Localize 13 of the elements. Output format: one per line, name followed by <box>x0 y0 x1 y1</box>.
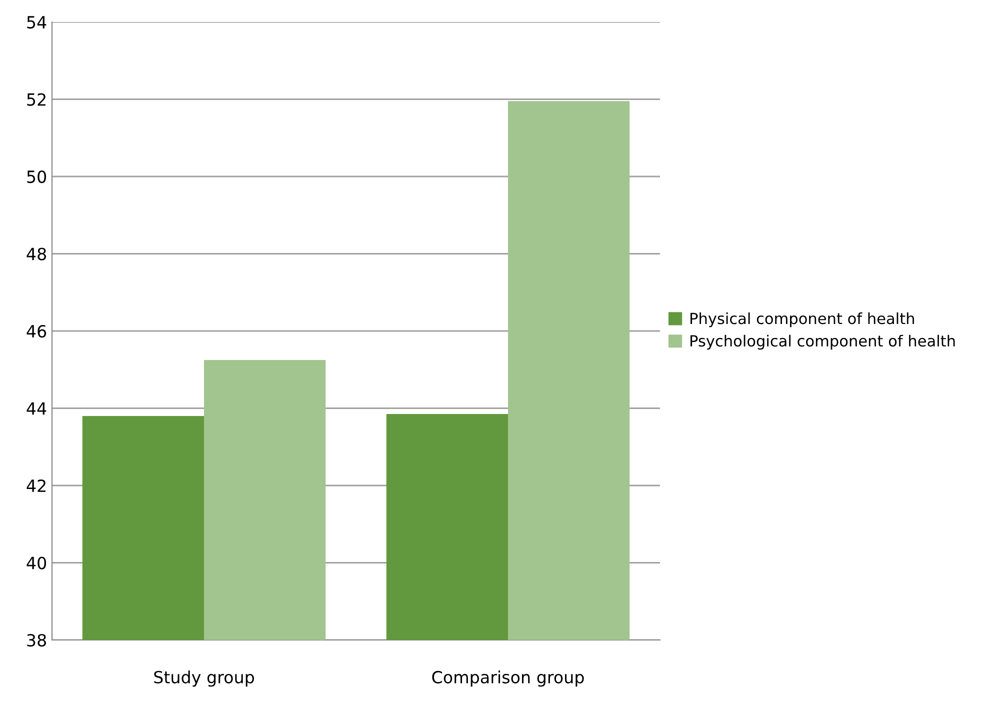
y-tick-label: 50 <box>27 170 46 184</box>
legend-label: Psychological component of health <box>690 334 955 350</box>
y-tick-label: 44 <box>26 402 46 415</box>
y-tick-label: 48 <box>26 248 46 260</box>
x-tick-label: Comparison group <box>432 670 584 687</box>
legend-label: Physical component of health <box>690 312 914 328</box>
y-tick-label: 52 <box>27 93 46 106</box>
y-tick-label: 46 <box>26 324 46 338</box>
y-tick-label: 38 <box>27 634 46 647</box>
y-tick-label: 40 <box>26 556 46 570</box>
y-tick-label: 42 <box>26 479 46 492</box>
x-tick-label: Study group <box>154 670 254 687</box>
y-tick-label: 54 <box>27 16 46 29</box>
